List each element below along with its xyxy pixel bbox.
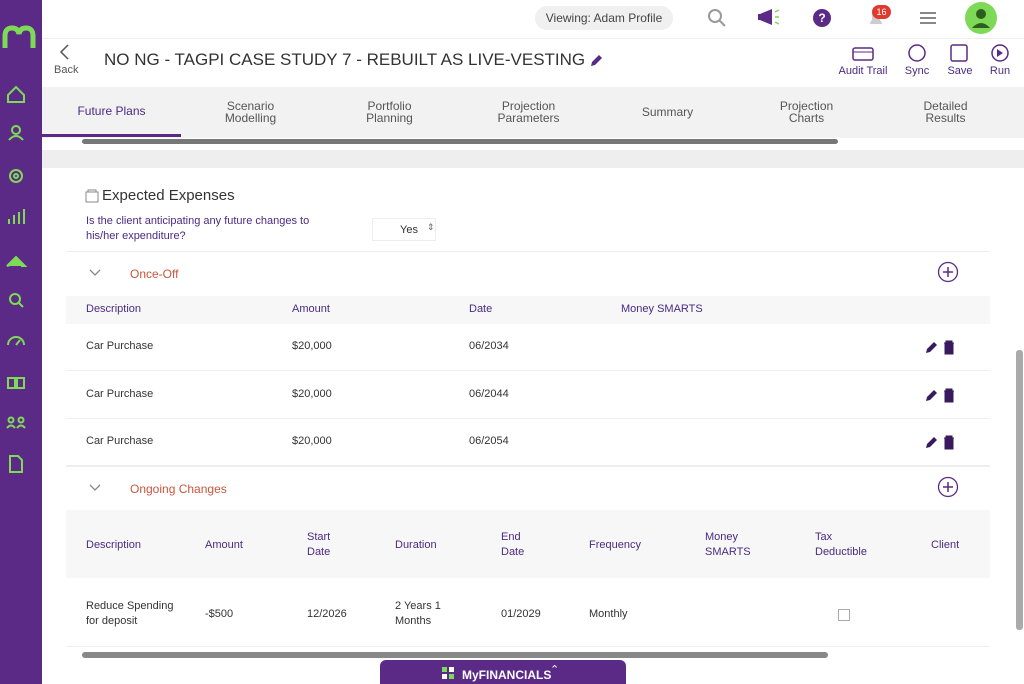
top-bar: [42, 0, 1024, 39]
column-header: Money SMARTS: [705, 531, 751, 558]
row-actions: [924, 339, 958, 355]
footer-tab[interactable]: MyFINANCIALS ⌃: [380, 660, 626, 684]
column-header: Amount: [292, 303, 330, 315]
action-label[interactable]: Sync: [904, 65, 930, 77]
cell: Car Purchase: [86, 387, 154, 400]
page-title: NO NG - TAGPI CASE STUDY 7 - REBUILT AS …: [104, 50, 586, 69]
action-label[interactable]: Save: [947, 65, 973, 77]
column-header: Amount: [205, 538, 243, 551]
cell: Car Purchase: [86, 435, 154, 447]
divider: [66, 646, 990, 647]
cell: 01/2029: [501, 607, 541, 620]
column-header: Start Date: [307, 531, 331, 558]
column-header: Duration: [395, 538, 437, 551]
tab[interactable]: Detailed Results: [923, 99, 968, 125]
cell: Car Purchase: [86, 340, 154, 352]
scrollbar-top: [82, 139, 838, 144]
cell: 12/2026: [307, 607, 347, 620]
column-header: Description: [86, 538, 142, 551]
column-header: Tax Deductible: [815, 531, 867, 558]
tab[interactable]: Portfolio Planning: [366, 99, 413, 125]
cell: $20,000: [292, 435, 332, 447]
collapse-once-off[interactable]: [88, 267, 102, 279]
sidebar: [0, 0, 42, 684]
ongoing-title: Ongoing Changes: [130, 482, 227, 496]
action-label[interactable]: Audit Trail: [838, 65, 888, 77]
checkbox[interactable]: [838, 609, 850, 621]
cell: 2 Years 1 Months: [395, 600, 441, 627]
column-header: Date: [469, 303, 493, 315]
cell: 06/2034: [469, 340, 509, 352]
edit-delete-icons[interactable]: [924, 387, 958, 403]
cell: -$500: [205, 607, 234, 620]
edit-delete-icons[interactable]: [924, 434, 958, 450]
column-header: Money SMARTS: [621, 303, 703, 315]
cell: Monthly: [589, 607, 628, 620]
question: Is the client anticipating any future ch…: [86, 215, 310, 242]
tab[interactable]: Summary: [641, 105, 694, 119]
back-label[interactable]: Back: [54, 64, 79, 76]
answer-select[interactable]: Yes ⇕: [372, 218, 436, 241]
edit-title[interactable]: [588, 53, 604, 69]
section-icon: [85, 189, 99, 203]
select-arrow: ⇕: [427, 222, 435, 232]
edit-delete-icons[interactable]: [924, 339, 958, 355]
viewing-profile[interactable]: Viewing: Adam Profile: [535, 6, 673, 30]
row-actions: [924, 387, 958, 403]
footer-icon: [442, 667, 454, 679]
divider: [66, 251, 990, 252]
ongoing-header: [66, 510, 990, 578]
row-divider: [66, 465, 990, 466]
back-arrow[interactable]: [55, 42, 75, 62]
scrollbar-bottom: [82, 652, 828, 658]
section-title: Expected Expenses: [102, 187, 235, 204]
column-header: End Date: [501, 531, 525, 558]
answer-value: Yes: [400, 224, 418, 236]
once-off-header: [66, 296, 990, 324]
column-header: Frequency: [589, 538, 641, 551]
row-actions: [924, 434, 958, 450]
column-header: Description: [86, 303, 142, 315]
tab[interactable]: Projection Charts: [779, 99, 834, 125]
sidebar-icons: [2, 25, 36, 473]
tab-bar: [42, 87, 1024, 138]
tab[interactable]: Future Plans: [42, 87, 181, 137]
footer-label: MyFINANCIALS: [462, 668, 552, 682]
svg-text:?: ?: [818, 11, 825, 25]
cell: 06/2054: [469, 435, 509, 447]
tab[interactable]: Scenario Modelling: [224, 99, 277, 125]
cell: $20,000: [292, 340, 332, 352]
separator-band: [42, 150, 1024, 168]
action-icons: [852, 44, 1009, 62]
cell: 06/2044: [469, 387, 509, 400]
row-divider: [66, 417, 990, 419]
notification-badge: 16: [872, 5, 891, 19]
cell: Reduce Spending for deposit: [86, 600, 174, 627]
add-ongoing[interactable]: [937, 476, 961, 500]
tab[interactable]: Projection Parameters: [497, 99, 560, 125]
row-divider: [66, 370, 990, 371]
scrollbar-right: [1016, 350, 1023, 630]
add-once-off[interactable]: [937, 261, 961, 285]
column-header: Client: [931, 538, 960, 551]
divider: [66, 466, 990, 467]
cell: $20,000: [292, 387, 332, 400]
collapse-ongoing[interactable]: [88, 482, 102, 494]
top-icons: ?: [708, 2, 997, 34]
action-label[interactable]: Run: [989, 65, 1011, 77]
once-off-title: Once-Off: [130, 267, 179, 281]
footer-caret: ⌃: [550, 664, 560, 676]
